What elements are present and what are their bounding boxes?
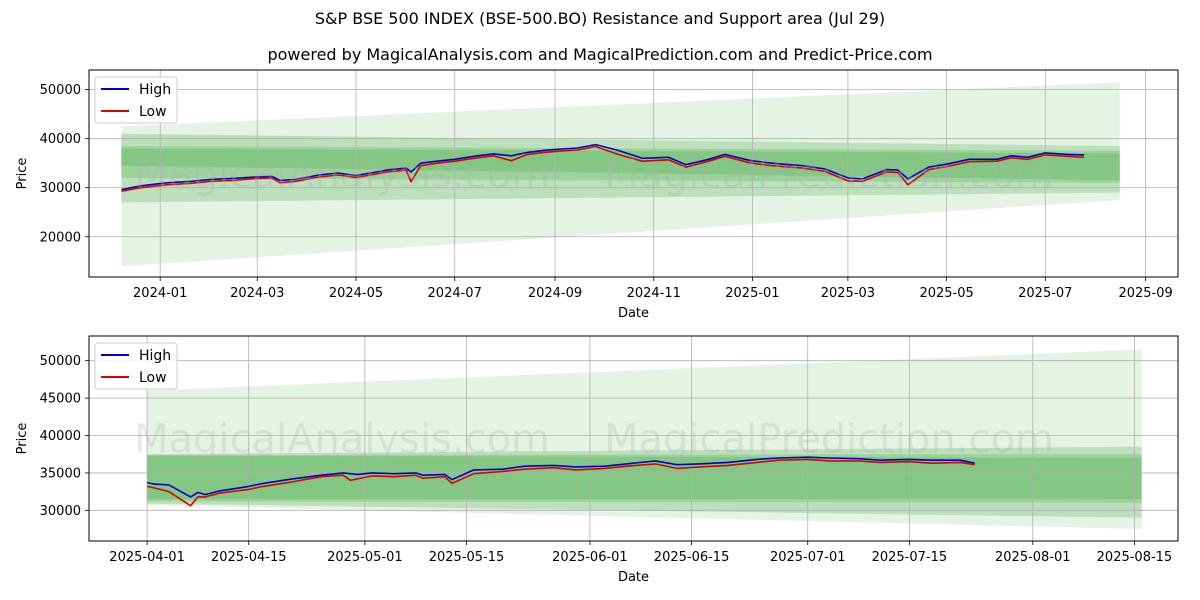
y-axis-label: Price bbox=[15, 423, 30, 455]
band-area bbox=[147, 455, 1142, 500]
band-area bbox=[121, 82, 1120, 267]
band-area bbox=[121, 148, 1120, 181]
x-tick-label: 2024-07 bbox=[428, 286, 482, 301]
x-tick-label: 2025-09 bbox=[1118, 286, 1172, 301]
x-tick-label: 2025-01 bbox=[725, 286, 779, 301]
y-tick-label: 35000 bbox=[40, 466, 81, 481]
legend-label-low: Low bbox=[139, 370, 167, 386]
watermark-text: MagicalAnalysis.com bbox=[134, 152, 550, 198]
band-area bbox=[121, 133, 1120, 203]
x-tick-label: 2025-04-01 bbox=[109, 550, 185, 565]
x-tick-label: 2025-05-15 bbox=[429, 550, 505, 565]
series-line-high bbox=[146, 456, 975, 498]
x-tick-label: 2025-03 bbox=[821, 286, 875, 301]
chart-panel-2: 2025-04-01 2025-04-15 2025-05-01 2025-05-15… bbox=[15, 335, 1179, 585]
x-tick-label: 2025-05 bbox=[919, 286, 973, 301]
x-tick-label: 2025-04-15 bbox=[211, 550, 287, 565]
watermark-text: MagicalPrediction.com bbox=[604, 417, 1054, 463]
chart-subtitle: powered by MagicalAnalysis.com and Magic… bbox=[267, 45, 933, 64]
band-area bbox=[147, 446, 1142, 518]
x-tick-label: 2024-09 bbox=[528, 286, 582, 301]
watermark-text: MagicalPrediction.com bbox=[604, 152, 1054, 198]
series-line-high bbox=[121, 143, 1085, 191]
x-tick-label: 2025-06-15 bbox=[654, 550, 730, 565]
series-line-low bbox=[121, 145, 1085, 192]
x-axis-label: Date bbox=[618, 306, 649, 321]
y-tick-label: 40000 bbox=[40, 429, 81, 444]
band-area bbox=[147, 349, 1142, 530]
legend-label-low: Low bbox=[139, 104, 167, 120]
x-tick-label: 2025-08-15 bbox=[1097, 550, 1173, 565]
x-tick-label: 2024-05 bbox=[329, 286, 383, 301]
series-line-low bbox=[146, 458, 975, 507]
y-tick-label: 45000 bbox=[40, 392, 81, 407]
x-tick-label: 2024-11 bbox=[627, 286, 681, 301]
band-area bbox=[147, 454, 1142, 503]
x-tick-label: 2025-06-01 bbox=[552, 550, 628, 565]
chart-title: S&P BSE 500 INDEX (BSE-500.BO) Resistanc… bbox=[314, 9, 886, 28]
legend: High Low bbox=[94, 76, 178, 124]
legend: High Low bbox=[94, 342, 178, 390]
chart-panel-1: 2024-01 2024-03 2024-05 2024-07 2024-09 2024-… bbox=[15, 69, 1179, 321]
axes-frame bbox=[88, 69, 1179, 278]
x-tick-label: 2025-07-15 bbox=[872, 550, 948, 565]
y-axis-label: Price bbox=[15, 158, 30, 190]
y-tick-label: 30000 bbox=[40, 504, 81, 519]
x-tick-label: 2025-07-01 bbox=[770, 550, 846, 565]
y-tick-label: 50000 bbox=[40, 83, 81, 98]
x-axis-label: Date bbox=[618, 570, 649, 585]
y-tick-label: 30000 bbox=[40, 181, 81, 196]
y-tick-label: 50000 bbox=[40, 354, 81, 369]
x-tick-label: 2024-03 bbox=[230, 286, 284, 301]
y-tick-label: 20000 bbox=[40, 230, 81, 245]
x-tick-label: 2025-07 bbox=[1018, 286, 1072, 301]
legend-label-high: High bbox=[139, 348, 171, 364]
y-tick-label: 40000 bbox=[40, 132, 81, 147]
x-tick-label: 2024-01 bbox=[133, 286, 187, 301]
x-tick-label: 2025-05-01 bbox=[327, 550, 403, 565]
axes-frame bbox=[88, 335, 1179, 542]
watermark-text: MagicalAnalysis.com bbox=[134, 417, 550, 463]
legend-label-high: High bbox=[139, 82, 171, 98]
x-tick-label: 2025-08-01 bbox=[995, 550, 1071, 565]
